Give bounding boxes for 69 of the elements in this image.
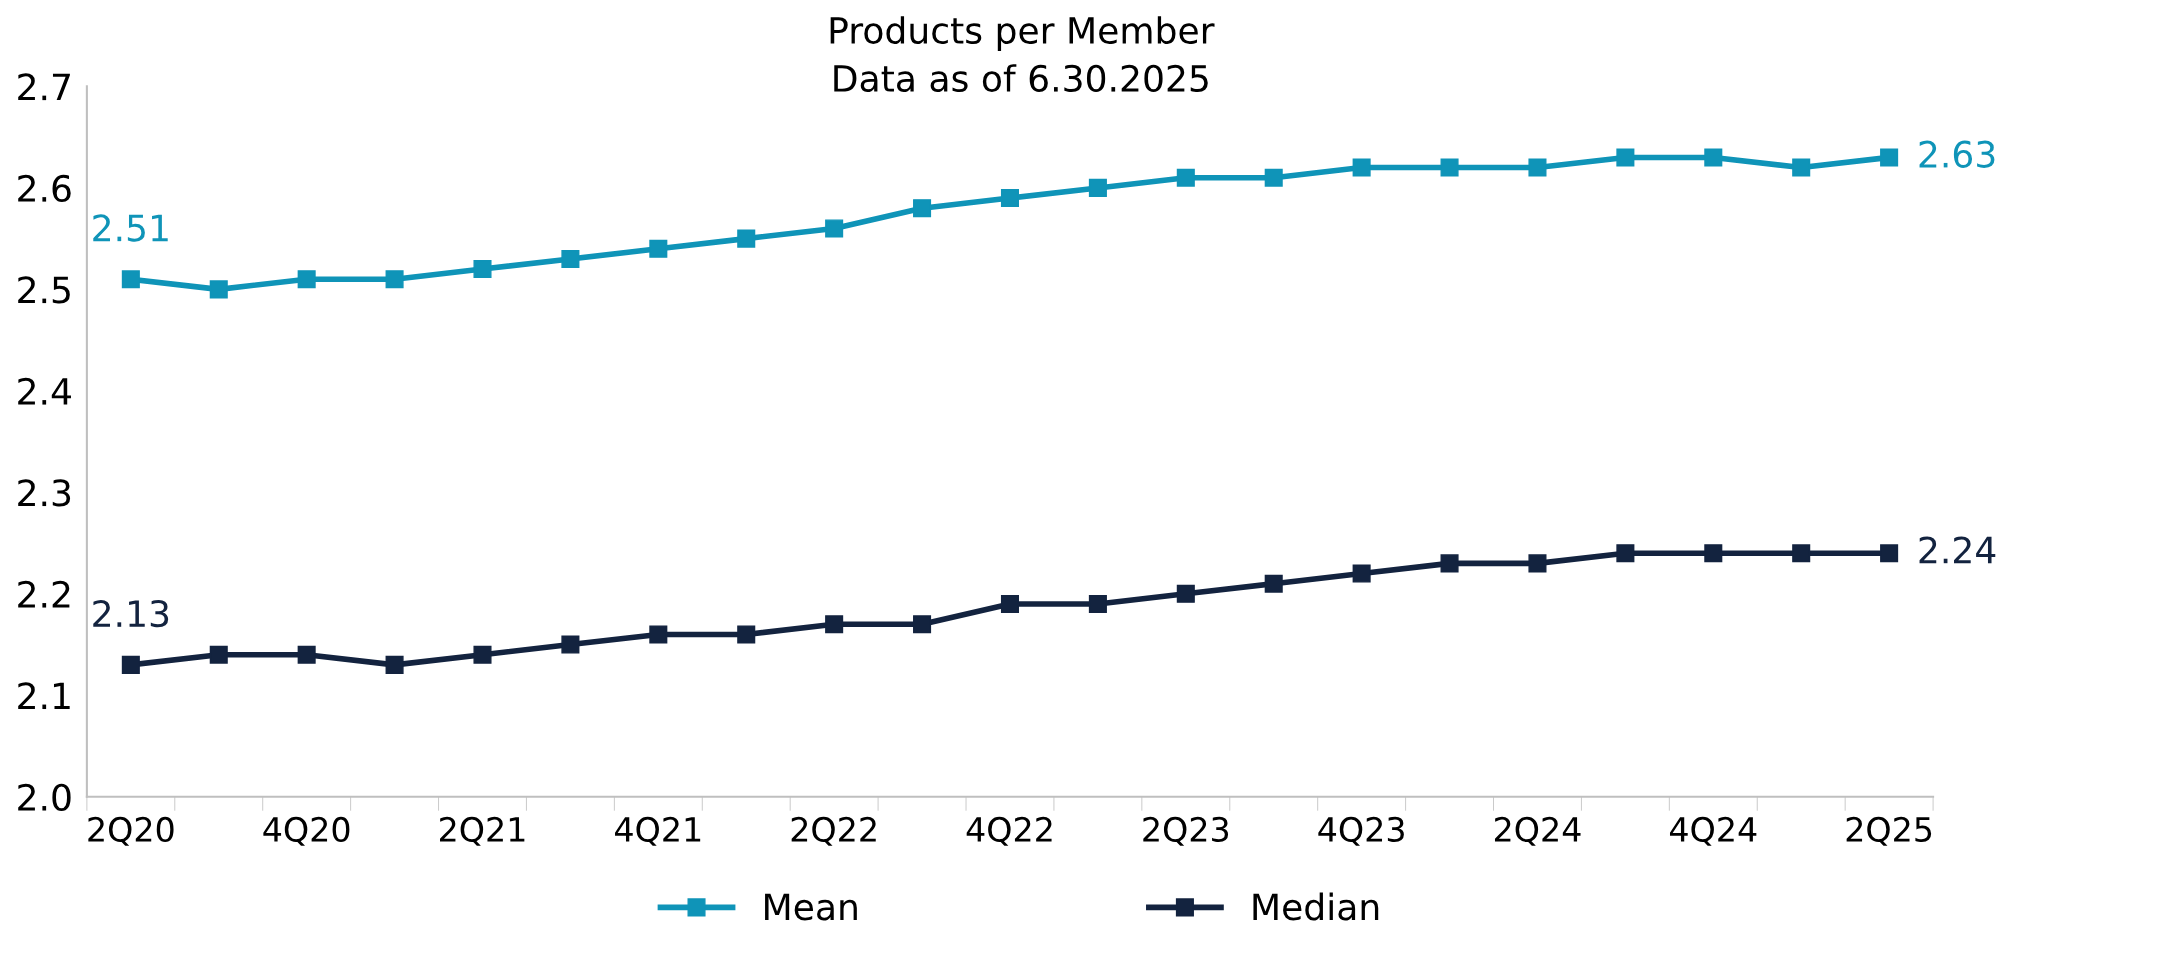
point — [913, 615, 932, 634]
x-tick-label: 4Q20 — [263, 816, 350, 846]
y-tick-label: 2.1 — [18, 682, 70, 710]
point — [1440, 158, 1459, 177]
point — [1352, 564, 1371, 583]
x-tick-label: 2Q25 — [1846, 816, 1932, 846]
legend-label: Mean — [765, 893, 857, 921]
point — [1792, 544, 1811, 563]
point — [1176, 168, 1195, 187]
point — [1088, 178, 1107, 197]
y-tick-label: 2.4 — [18, 377, 71, 405]
point — [1616, 148, 1635, 167]
point — [297, 270, 316, 289]
point — [1264, 168, 1283, 187]
x-tick-label: 4Q22 — [966, 816, 1052, 846]
y-tick-label: 2.7 — [18, 73, 70, 101]
point — [1704, 544, 1723, 563]
point — [209, 280, 228, 299]
y-tick-label: 2.6 — [18, 174, 71, 203]
x-tick-label: 4Q24 — [1669, 816, 1757, 846]
point — [1352, 158, 1371, 177]
point — [1440, 554, 1459, 573]
x-tick-label: 2Q21 — [440, 816, 525, 846]
point — [1088, 594, 1107, 614]
point — [121, 655, 140, 674]
point — [1528, 158, 1547, 177]
point — [561, 249, 580, 268]
point — [825, 615, 844, 634]
point — [1000, 189, 1020, 208]
point — [649, 239, 668, 258]
point — [1616, 544, 1635, 563]
x-tick-label: 2Q20 — [88, 816, 174, 846]
point — [1000, 594, 1020, 614]
x-tick-label: 2Q23 — [1143, 816, 1229, 846]
point — [1880, 148, 1899, 167]
point — [121, 270, 140, 289]
point — [385, 655, 404, 674]
point — [473, 645, 492, 664]
data-label: 2.63 — [1919, 140, 1995, 168]
legend-label: Median — [1253, 892, 1379, 921]
x-tick-label: 2Q24 — [1494, 816, 1581, 846]
point — [737, 229, 756, 248]
point — [1792, 158, 1811, 177]
point — [1880, 544, 1899, 563]
point — [209, 645, 228, 664]
y-tick-label: 2.0 — [18, 783, 71, 812]
data-label: 2.13 — [93, 600, 169, 628]
data-label: 2.24 — [1919, 536, 1996, 564]
point — [649, 625, 668, 644]
x-tick-label: 2Q22 — [791, 816, 876, 846]
x-tick-label: 4Q23 — [1318, 816, 1404, 846]
point — [825, 219, 844, 238]
x-tick-label: 4Q21 — [615, 816, 701, 846]
point — [561, 635, 580, 654]
point — [1264, 574, 1283, 593]
chart-title: Products per Member — [830, 16, 1215, 52]
point — [737, 625, 756, 644]
point — [297, 645, 316, 664]
y-tick-label: 2.2 — [18, 580, 70, 608]
y-tick-label: 2.3 — [18, 479, 71, 507]
point — [473, 260, 492, 279]
data-label: 2.51 — [93, 214, 168, 242]
point — [913, 199, 932, 218]
point — [1176, 584, 1195, 603]
point — [1528, 554, 1547, 573]
y-tick-label: 2.5 — [18, 276, 70, 304]
chart-subtitle: Data as of 6.30.2025 — [834, 64, 1208, 93]
point — [385, 270, 404, 289]
point — [1704, 148, 1723, 167]
